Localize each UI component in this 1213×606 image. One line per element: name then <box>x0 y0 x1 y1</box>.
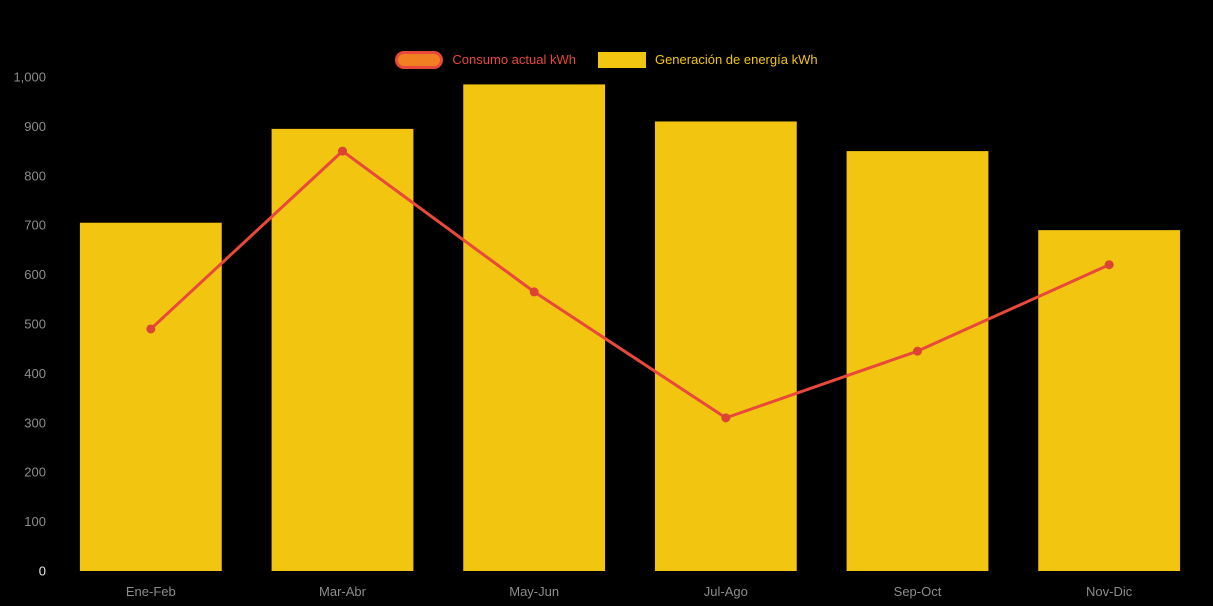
line-point-Sep-Oct[interactable] <box>913 346 922 356</box>
y-axis-tick-label-800: 800 <box>24 168 46 183</box>
x-axis-tick-label-Sep-Oct: Sep-Oct <box>894 584 942 599</box>
y-axis-tick-label-200: 200 <box>24 465 46 480</box>
line-point-May-Jun[interactable] <box>529 287 539 297</box>
x-axis-tick-label-Ene-Feb: Ene-Feb <box>126 584 176 599</box>
line-point-Jul-Ago[interactable] <box>721 413 731 423</box>
bar-Ene-Feb[interactable] <box>79 222 222 572</box>
line-point-Mar-Abr[interactable] <box>338 146 347 156</box>
y-axis-tick-label-700: 700 <box>24 218 46 233</box>
bar-Nov-Dic[interactable] <box>1038 230 1181 571</box>
x-axis-tick-label-May-Jun: May-Jun <box>509 584 559 599</box>
bar-Jul-Ago[interactable] <box>654 121 797 572</box>
line-consumo <box>149 149 1110 420</box>
y-axis-tick-label-600: 600 <box>24 267 46 282</box>
legend-label-generacion: Generación de energía kWh <box>654 52 818 67</box>
y-axis-tick-label-900: 900 <box>24 119 46 134</box>
legend-item-generacion[interactable]: Generación de energía kWh <box>597 51 818 69</box>
bar-Mar-Abr[interactable] <box>271 128 414 571</box>
bar-Sep-Oct[interactable] <box>846 151 989 571</box>
y-axis-tick-label-100: 100 <box>24 514 46 529</box>
line-point-Nov-Dic[interactable] <box>1104 260 1114 270</box>
x-axis-tick-label-Nov-Dic: Nov-Dic <box>1086 584 1133 599</box>
legend-label-consumo: Consumo actual kWh <box>452 52 576 67</box>
y-axis-tick-label-0: 0 <box>39 564 46 579</box>
legend-item-consumo[interactable]: Consumo actual kWh <box>395 51 576 69</box>
chart-legend: Consumo actual kWh Generación de energía… <box>0 51 1213 69</box>
x-axis-tick-label-Mar-Abr: Mar-Abr <box>319 584 367 599</box>
legend-swatch-consumo-icon <box>395 51 444 69</box>
y-axis-tick-label-400: 400 <box>24 366 46 381</box>
bar-May-Jun[interactable] <box>463 84 606 571</box>
y-axis-tick-label-1,000: 1,000 <box>13 70 46 85</box>
legend-swatch-generacion-icon <box>597 52 646 68</box>
y-axis-tick-label-500: 500 <box>24 317 46 332</box>
x-axis-tick-label-Jul-Ago: Jul-Ago <box>704 584 748 599</box>
y-axis-tick-label-300: 300 <box>24 415 46 430</box>
line-point-Ene-Feb[interactable] <box>146 324 156 334</box>
